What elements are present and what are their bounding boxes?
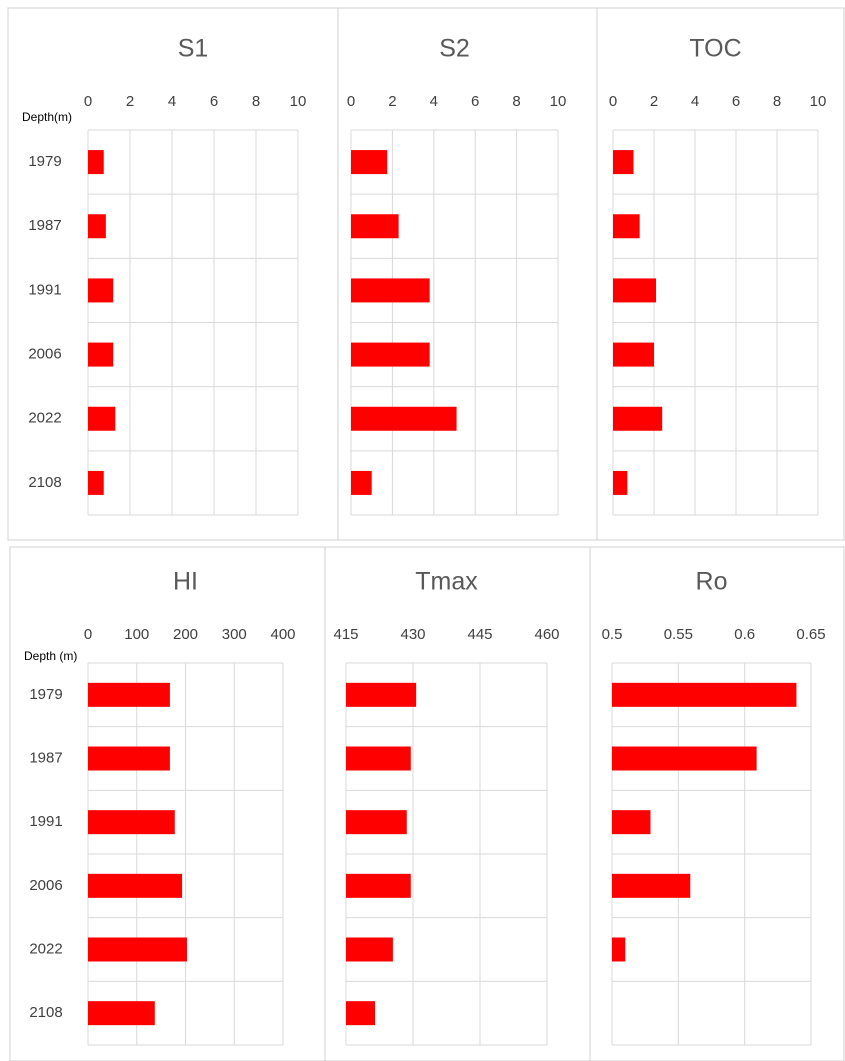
x-tick-label: 0.6	[734, 626, 755, 643]
bar	[346, 746, 411, 771]
x-tick-label: 2	[126, 93, 134, 110]
bar	[613, 150, 634, 175]
x-tick-label: 400	[270, 626, 295, 643]
x-tick-label: 8	[512, 93, 520, 110]
bar	[88, 406, 116, 431]
bar	[612, 810, 651, 835]
x-tick-label: 200	[173, 626, 198, 643]
bar	[88, 470, 104, 495]
x-tick-label: 4	[430, 93, 438, 110]
x-tick-label: 4	[691, 93, 699, 110]
y-tick-label: 1987	[29, 749, 62, 766]
x-tick-label: 0.65	[796, 626, 825, 643]
x-tick-label: 2	[650, 93, 658, 110]
bar	[351, 406, 457, 431]
y-tick-label: 2006	[29, 877, 62, 894]
chart-title: S2	[439, 35, 470, 63]
bar	[88, 810, 175, 835]
x-tick-label: 0	[84, 93, 92, 110]
bar	[88, 746, 170, 771]
y-tick-label: 1979	[28, 153, 61, 170]
bar	[88, 873, 183, 898]
bar	[613, 470, 628, 495]
y-axis-label: Depth(m)	[22, 110, 72, 124]
bar	[351, 214, 399, 239]
x-tick-label: 430	[400, 626, 425, 643]
y-tick-label: 1991	[28, 281, 61, 298]
bar	[612, 682, 797, 707]
x-tick-label: 0.5	[602, 626, 623, 643]
chart-title: HI	[173, 568, 198, 596]
y-tick-label: 2108	[28, 474, 61, 491]
x-tick-label: 10	[550, 93, 567, 110]
bar	[346, 1001, 376, 1026]
bar	[88, 937, 187, 962]
x-tick-label: 0	[347, 93, 355, 110]
panel	[9, 546, 326, 1061]
bar	[612, 873, 691, 898]
bar	[351, 150, 388, 175]
bar	[351, 278, 430, 303]
x-tick-label: 415	[333, 626, 358, 643]
chart-title: TOC	[689, 35, 741, 63]
y-tick-label: 1979	[29, 686, 62, 703]
chart-title: Tmax	[415, 568, 478, 596]
bar	[351, 470, 372, 495]
bar	[88, 214, 106, 239]
panel	[324, 546, 591, 1061]
panel	[589, 546, 845, 1061]
y-tick-label: 1991	[29, 813, 62, 830]
x-tick-label: 6	[471, 93, 479, 110]
x-tick-label: 0	[84, 626, 92, 643]
chart-title: Ro	[696, 568, 728, 596]
x-tick-label: 8	[252, 93, 260, 110]
bar	[612, 937, 626, 962]
x-tick-label: 8	[773, 93, 781, 110]
x-tick-label: 10	[810, 93, 827, 110]
panel	[596, 7, 845, 541]
x-tick-label: 2	[388, 93, 396, 110]
y-tick-label: 2022	[28, 410, 61, 427]
bar	[88, 342, 114, 367]
bar	[88, 150, 104, 175]
bar	[351, 342, 430, 367]
bar	[346, 810, 407, 835]
bar	[613, 278, 657, 303]
y-tick-label: 2108	[29, 1004, 62, 1021]
bar	[88, 682, 170, 707]
x-tick-label: 4	[168, 93, 176, 110]
chart-title: S1	[178, 35, 209, 63]
bar	[612, 746, 757, 771]
x-tick-label: 10	[290, 93, 307, 110]
bar	[346, 873, 411, 898]
x-tick-label: 6	[732, 93, 740, 110]
y-axis-label: Depth (m)	[24, 649, 77, 663]
x-tick-label: 460	[534, 626, 559, 643]
x-tick-label: 0.55	[664, 626, 693, 643]
x-tick-label: 300	[222, 626, 247, 643]
bar	[613, 214, 640, 239]
bar	[88, 278, 114, 303]
panel	[7, 7, 339, 541]
bar	[346, 682, 417, 707]
bar	[613, 406, 663, 431]
bar	[613, 342, 654, 367]
x-tick-label: 6	[210, 93, 218, 110]
x-tick-label: 0	[609, 93, 617, 110]
x-tick-label: 445	[467, 626, 492, 643]
bar	[88, 1001, 155, 1026]
bar	[346, 937, 393, 962]
y-tick-label: 2022	[29, 940, 62, 957]
y-tick-label: 2006	[28, 346, 61, 363]
x-tick-label: 100	[124, 626, 149, 643]
y-tick-label: 1987	[28, 217, 61, 234]
